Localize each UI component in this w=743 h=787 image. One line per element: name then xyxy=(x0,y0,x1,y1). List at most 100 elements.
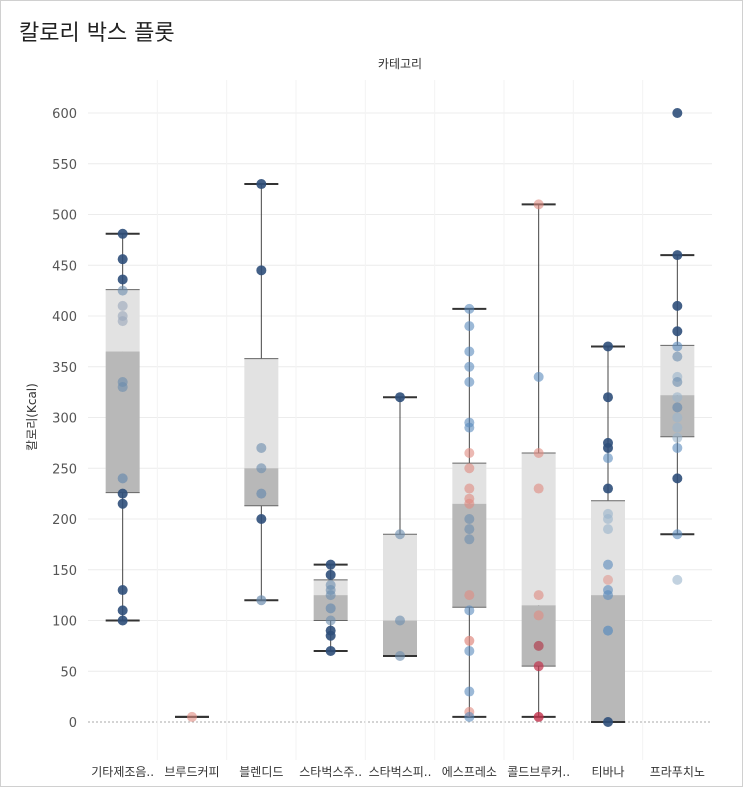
column-header: 카테고리 xyxy=(378,57,422,71)
x-category-label: 스타벅스피.. xyxy=(369,765,432,779)
data-point xyxy=(533,371,544,382)
y-axis-title: 칼로리(Kcal) xyxy=(25,383,39,451)
data-point xyxy=(464,483,475,494)
y-tick-label: 100 xyxy=(52,615,77,630)
data-point xyxy=(395,651,405,662)
data-point xyxy=(672,300,683,311)
box-lower xyxy=(591,595,625,722)
data-point xyxy=(672,432,683,443)
data-point xyxy=(603,483,613,494)
data-point xyxy=(533,661,544,672)
data-point xyxy=(603,574,613,585)
data-point xyxy=(672,402,683,413)
data-point xyxy=(256,514,267,524)
data-point xyxy=(117,615,128,626)
data-point xyxy=(464,645,475,656)
data-point xyxy=(672,529,683,540)
page-title: 칼로리 박스 플롯 xyxy=(19,21,175,46)
data-point xyxy=(117,285,128,296)
x-category-label: 기타제조음.. xyxy=(91,765,154,779)
data-point xyxy=(533,640,544,651)
data-point xyxy=(325,590,336,601)
data-point xyxy=(325,603,336,614)
y-tick-label: 500 xyxy=(52,209,77,224)
y-tick-label: 550 xyxy=(52,158,77,173)
data-point xyxy=(672,351,683,362)
data-point xyxy=(464,321,475,332)
y-tick-label: 400 xyxy=(52,310,77,325)
data-point xyxy=(672,473,683,484)
data-point xyxy=(464,376,475,387)
data-point xyxy=(256,463,267,474)
data-point xyxy=(325,645,336,656)
data-point xyxy=(464,590,475,601)
data-point xyxy=(672,574,683,585)
x-category-label: 브루드커피 xyxy=(164,765,219,779)
data-point xyxy=(672,250,683,261)
data-point xyxy=(325,630,336,641)
data-point xyxy=(464,534,475,545)
data-point xyxy=(256,488,267,499)
data-point xyxy=(603,590,613,601)
data-point xyxy=(325,569,336,580)
data-point xyxy=(533,590,544,601)
data-point xyxy=(325,559,336,570)
y-tick-label: 200 xyxy=(52,513,77,528)
data-point xyxy=(464,514,475,524)
y-tick-label: 300 xyxy=(52,412,77,427)
data-point xyxy=(256,265,267,276)
data-point xyxy=(603,392,613,403)
data-point xyxy=(672,108,683,118)
data-point xyxy=(464,605,475,616)
data-point xyxy=(117,228,128,239)
data-point xyxy=(672,442,683,453)
data-point xyxy=(117,488,128,499)
data-point xyxy=(533,199,544,210)
data-point xyxy=(464,346,475,357)
x-category-label: 블렌디드 xyxy=(239,765,283,779)
data-point xyxy=(533,610,544,621)
data-point xyxy=(117,316,128,327)
data-point xyxy=(395,392,405,403)
data-point xyxy=(603,341,613,352)
data-point xyxy=(603,514,613,524)
data-point xyxy=(603,524,613,535)
data-point xyxy=(187,711,197,722)
data-point xyxy=(464,498,475,509)
data-point xyxy=(464,303,475,314)
y-tick-label: 50 xyxy=(60,665,77,680)
data-point xyxy=(603,442,613,453)
data-point xyxy=(672,341,683,352)
data-point xyxy=(672,326,683,337)
data-point xyxy=(117,473,128,484)
y-tick-label: 600 xyxy=(52,107,77,122)
data-point xyxy=(395,529,405,540)
data-point xyxy=(672,422,683,433)
y-tick-label: 250 xyxy=(52,462,77,477)
x-category-label: 에스프레소 xyxy=(442,765,497,779)
data-point xyxy=(464,448,475,459)
box-upper xyxy=(521,453,556,606)
data-point xyxy=(256,595,267,606)
data-point xyxy=(117,498,128,509)
data-point xyxy=(533,711,544,722)
y-tick-label: 150 xyxy=(52,564,77,579)
data-point xyxy=(256,179,267,190)
x-category-label: 콜드브루커.. xyxy=(507,765,570,779)
data-point xyxy=(117,382,128,393)
data-point xyxy=(117,605,128,616)
data-point xyxy=(603,717,613,727)
data-point xyxy=(672,392,683,403)
data-point xyxy=(117,300,128,311)
data-point xyxy=(117,585,128,596)
y-tick-label: 0 xyxy=(69,716,77,731)
data-point xyxy=(464,463,475,474)
data-point xyxy=(672,376,683,387)
data-point xyxy=(464,686,475,697)
data-point xyxy=(395,615,405,626)
box-lower xyxy=(105,351,140,493)
box-upper xyxy=(383,534,417,621)
y-tick-label: 450 xyxy=(52,259,77,274)
data-point xyxy=(325,615,336,626)
